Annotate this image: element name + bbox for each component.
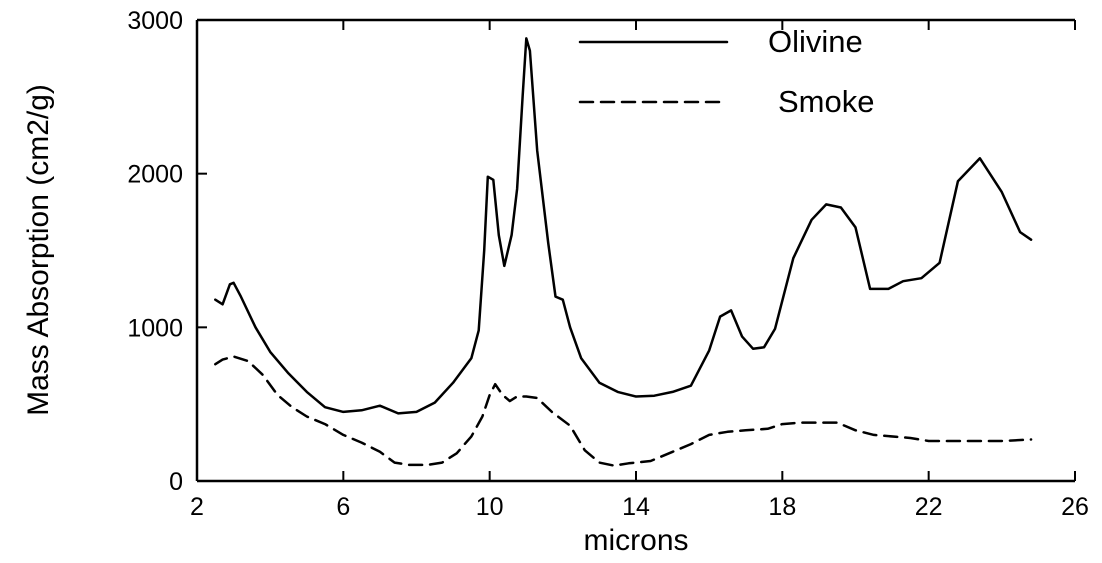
x-tick-label: 18: [768, 493, 796, 521]
y-tick-label: 3000: [127, 7, 183, 35]
x-tick-label: 10: [476, 493, 504, 521]
x-tick-label: 6: [336, 493, 350, 521]
y-tick-label: 2000: [127, 161, 183, 189]
x-tick-label: 26: [1061, 493, 1089, 521]
legend-label-smoke: Smoke: [778, 84, 874, 119]
legend: Olivine Smoke: [578, 24, 874, 119]
x-tick-label: 22: [915, 493, 943, 521]
y-tick-label: 0: [169, 468, 183, 496]
y-tick-label: 1000: [127, 314, 183, 342]
y-axis-title: Mass Absorption (cm2/g): [22, 84, 55, 416]
x-axis-title: microns: [583, 524, 688, 557]
x-tick-label: 2: [190, 493, 204, 521]
series-line-smoke: [214, 355, 1033, 467]
series-line-olivine: [214, 37, 1033, 415]
series-group: [214, 37, 1033, 467]
legend-label-olivine: Olivine: [768, 24, 863, 59]
x-tick-label: 14: [622, 493, 650, 521]
